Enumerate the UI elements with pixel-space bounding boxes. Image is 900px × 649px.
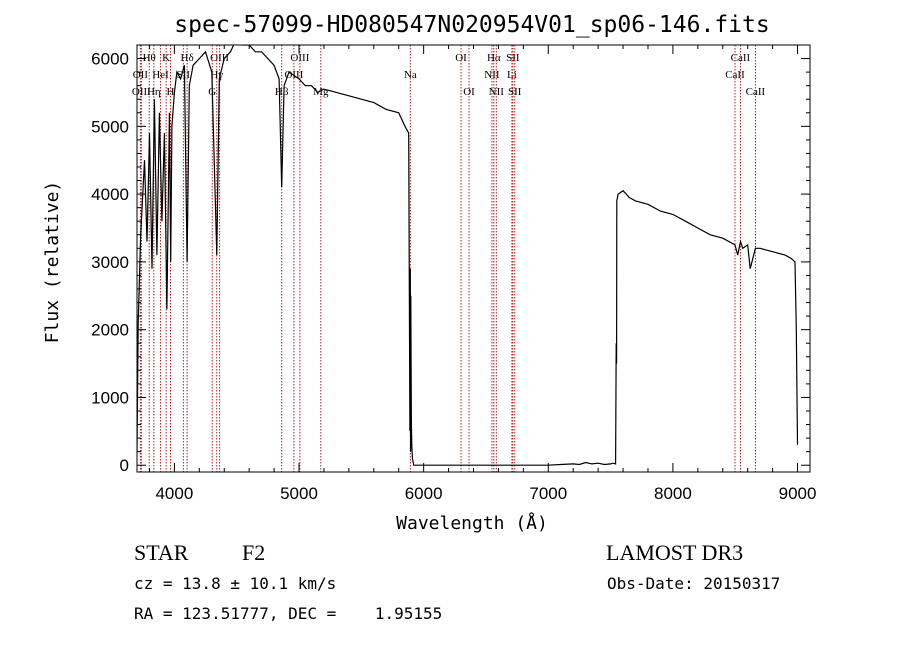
plot-frame [136,44,811,473]
y-tick-label: 5000 [91,117,129,136]
spectral-line-label: Na [404,69,417,81]
spectrum-line-flux [137,45,799,466]
spectral-line-label: OIII [290,52,309,64]
y-tick-label: 1000 [91,388,129,407]
spectral-line-label: OI [463,86,475,98]
spectral-line-label: SII [506,52,520,64]
spectral-line-label: K [162,52,170,64]
spectral-line-label: SII [508,86,522,98]
spectral-line-label: Hδ [181,52,194,64]
ticks-layer: 4000 5000 6000 7000 8000 9000 0 1000 2000 3000 400… [91,45,816,503]
spectral-line-label: H [167,86,175,98]
spectral-line-label: OIII [210,52,229,64]
spectral-line-label: Hα [487,52,501,64]
y-tick-label: 6000 [91,50,129,69]
y-axis-label: Flux (relative) [42,181,63,344]
spectral-line-label: Li [507,69,517,81]
spectral-line-label: CaII [725,69,745,81]
y-tick-label: 2000 [91,321,129,340]
chart-title: spec-57099-HD080547N020954V01_sp06-146.f… [174,12,769,38]
x-tick-label: 9000 [779,484,817,503]
object-subclass: F2 [242,540,266,565]
survey-name: LAMOST DR3 [606,540,744,565]
x-tick-label: 7000 [529,484,567,503]
spectral-line-label: NII [484,69,500,81]
x-axis-label: Wavelength (Å) [396,512,548,534]
redshift-text: cz = 13.8 ± 10.1 km/s [134,574,337,593]
x-tick-label: 4000 [155,484,193,503]
spectral-line-label: CaII [731,52,751,64]
x-tick-label: 6000 [405,484,443,503]
spectral-line-label: OI [455,52,467,64]
y-tick-label: 0 [120,456,129,475]
spectral-line-label: Hη [147,86,161,98]
coordinates-text: RA = 123.51777, DEC = 1.95155 [134,604,443,623]
x-tick-label: 5000 [280,484,318,503]
spectral-line-label: OII [133,69,149,81]
y-tick-label: 4000 [91,185,129,204]
y-tick-label: 3000 [91,253,129,272]
obs-date: Obs-Date: 20150317 [607,574,781,593]
object-class: STAR [134,540,189,565]
spectral-line-label: NII [489,86,505,98]
data-layer [137,45,799,466]
x-tick-label: 8000 [654,484,692,503]
spectral-line-label: CaII [746,86,766,98]
spectral-line-label: HeI [152,69,169,81]
spectral-line-label: Hβ [275,86,289,98]
spectral-line-label: Mg [313,86,329,98]
spectral-line-label: Hθ [143,52,156,64]
